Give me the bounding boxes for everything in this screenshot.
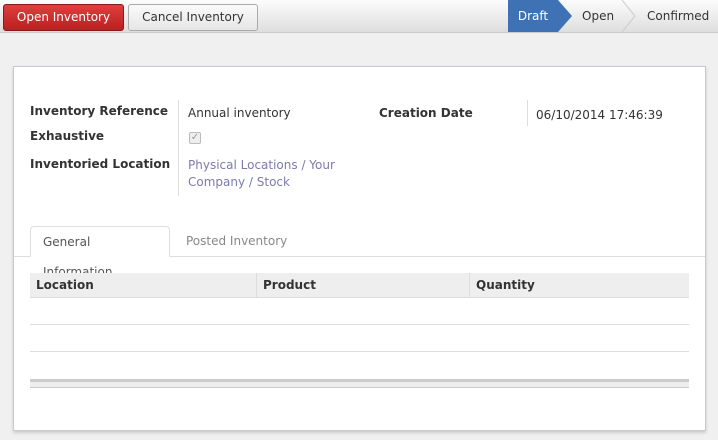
column-location[interactable]: Location xyxy=(30,273,257,297)
status-chevron-icon xyxy=(621,0,636,32)
open-inventory-button[interactable]: Open Inventory xyxy=(3,4,124,31)
table-row xyxy=(30,352,689,379)
form-header: Open Inventory Cancel Inventory Draft Op… xyxy=(0,0,718,33)
status-draft[interactable]: Draft xyxy=(508,0,558,32)
inventoried-location-link[interactable]: Physical Locations / Your Company / Stoc… xyxy=(188,158,335,189)
table-row xyxy=(30,325,689,352)
cancel-inventory-button[interactable]: Cancel Inventory xyxy=(128,4,258,31)
inventory-reference-field[interactable]: Annual inventory xyxy=(188,106,291,120)
inventory-lines-table: Location Product Quantity xyxy=(30,273,689,388)
column-product[interactable]: Product xyxy=(257,273,470,297)
field-separator xyxy=(178,100,179,196)
status-confirmed[interactable]: Confirmed xyxy=(647,9,710,23)
table-footer xyxy=(30,379,689,388)
tab-general-information[interactable]: General Information xyxy=(30,226,170,279)
status-arrow-icon xyxy=(558,0,572,32)
creation-date-value: 06/10/2014 17:46:39 xyxy=(536,108,663,122)
table-header: Location Product Quantity xyxy=(30,273,689,298)
exhaustive-label: Exhaustive xyxy=(30,129,105,143)
tab-posted-inventory[interactable]: Posted Inventory xyxy=(186,234,288,248)
field-separator xyxy=(527,100,528,126)
exhaustive-checkbox[interactable]: ✓ xyxy=(189,132,201,144)
status-open[interactable]: Open xyxy=(582,9,615,23)
table-row xyxy=(30,298,689,325)
inventory-reference-label: Inventory Reference xyxy=(30,104,168,118)
creation-date-label: Creation Date xyxy=(379,106,473,120)
notebook-tabs: General Information Posted Inventory xyxy=(14,226,705,279)
column-quantity[interactable]: Quantity xyxy=(476,278,535,292)
inventoried-location-label: Inventoried Location xyxy=(30,157,171,171)
form-sheet: Inventory Reference Annual inventory Exh… xyxy=(13,66,706,431)
